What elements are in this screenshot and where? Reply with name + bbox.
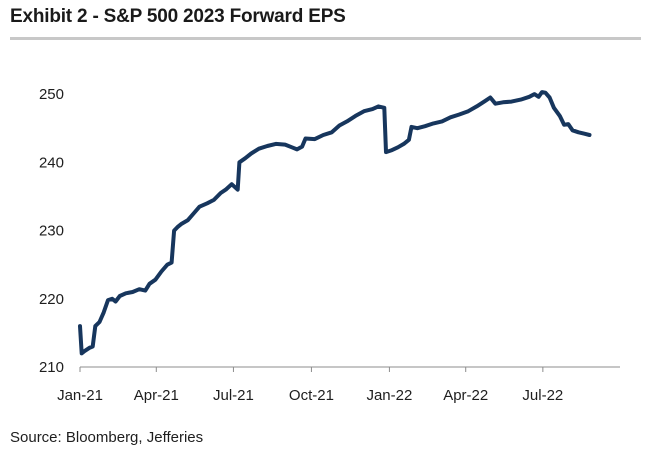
y-tick-label: 230 xyxy=(39,223,64,240)
x-tick-label: Jan-22 xyxy=(366,387,412,404)
y-tick-label: 220 xyxy=(39,291,64,308)
chart-title: Exhibit 2 - S&P 500 2023 Forward EPS xyxy=(10,6,346,27)
x-tick-label: Jul-22 xyxy=(522,387,563,404)
line-chart: 210 220 230 240 250 Jan-21 Apr-21 Jul-21 Oct-21… xyxy=(39,86,620,404)
x-tick-label: Oct-21 xyxy=(289,387,334,404)
y-tick-label: 240 xyxy=(39,154,64,171)
title-divider xyxy=(10,37,641,40)
x-tick-label: Apr-21 xyxy=(134,387,179,404)
y-axis: 210 220 230 240 250 xyxy=(39,86,64,376)
source-note: Source: Bloomberg, Jefferies xyxy=(10,429,204,446)
y-tick-label: 250 xyxy=(39,86,64,103)
x-tick-label: Jul-21 xyxy=(213,387,254,404)
x-tick-marks xyxy=(79,367,544,372)
series-group xyxy=(78,90,592,356)
x-tick-label: Jan-21 xyxy=(57,387,103,404)
y-tick-label: 210 xyxy=(39,359,64,376)
x-axis: Jan-21 Apr-21 Jul-21 Oct-21 Jan-22 Apr-22 Jul-… xyxy=(57,387,563,404)
x-tick-label: Apr-22 xyxy=(443,387,488,404)
eps-series-line xyxy=(78,90,592,356)
